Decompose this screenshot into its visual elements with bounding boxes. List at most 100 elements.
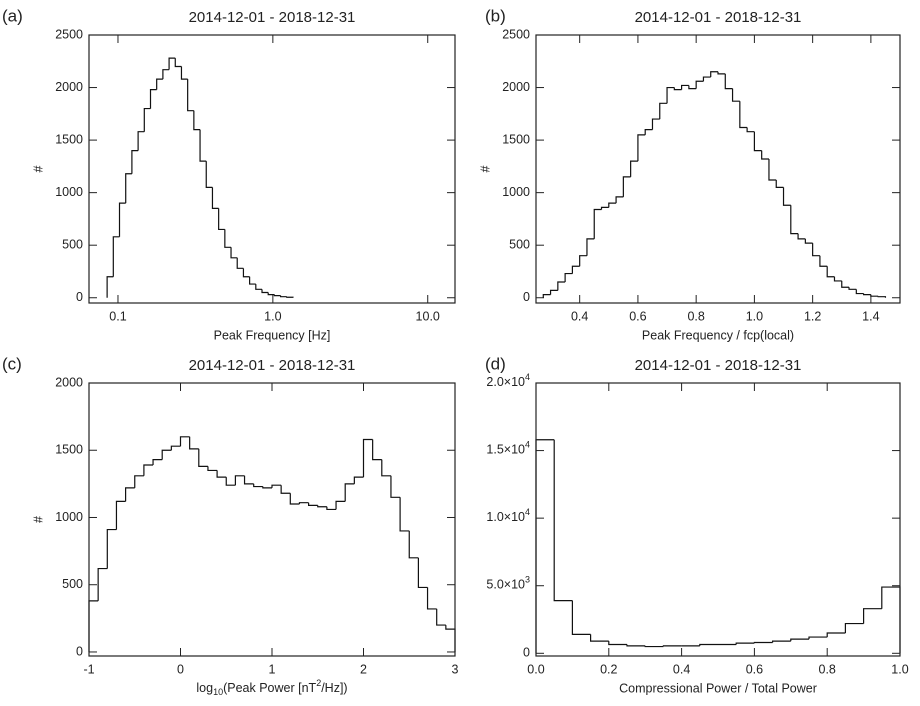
histogram-bin bbox=[180, 66, 188, 80]
histogram-bin bbox=[812, 243, 820, 257]
histogram-bin bbox=[804, 238, 813, 244]
histogram-bin bbox=[390, 475, 401, 498]
histogram-bin bbox=[542, 293, 551, 298]
x-tick-label: 1.0 bbox=[264, 309, 281, 323]
x-axis-label-part: log bbox=[196, 681, 213, 695]
histogram-bin bbox=[557, 281, 566, 291]
x-axis-label: Peak Frequency / fcp(local) bbox=[642, 328, 794, 342]
x-tick-label: 1.4 bbox=[862, 309, 879, 323]
histogram-bin bbox=[249, 276, 256, 285]
histogram-bin bbox=[134, 475, 144, 488]
histogram-bin bbox=[790, 205, 799, 235]
panel-label: (c) bbox=[2, 354, 22, 373]
y-tick-label-part: 3 bbox=[525, 575, 530, 585]
y-axis-label: # bbox=[31, 165, 45, 172]
y-tick-label: 0 bbox=[523, 290, 530, 304]
histogram-bin bbox=[659, 102, 668, 120]
y-tick-label: 0 bbox=[76, 644, 83, 658]
histogram-bin bbox=[317, 505, 327, 508]
chart-title: 2014-12-01 - 2018-12-31 bbox=[635, 357, 802, 374]
y-tick-label: 1500 bbox=[55, 443, 83, 457]
histogram-bin bbox=[688, 85, 697, 90]
histogram-bin bbox=[218, 208, 225, 231]
histogram-bin bbox=[149, 89, 157, 109]
histogram-bin bbox=[97, 567, 108, 601]
x-tick-label: 0.0 bbox=[527, 662, 544, 676]
histogram-bin bbox=[255, 284, 263, 290]
histogram-bin bbox=[735, 642, 755, 645]
histogram-bin bbox=[137, 131, 145, 151]
histogram-bin bbox=[549, 289, 558, 295]
x-tick-label: 3 bbox=[452, 662, 459, 676]
y-tick-label-part: 1.5×10 bbox=[486, 443, 525, 457]
histogram-bin bbox=[216, 470, 227, 478]
histogram-bin bbox=[775, 180, 784, 188]
histogram-bin bbox=[702, 76, 711, 82]
histogram-bin bbox=[131, 150, 139, 174]
histogram-bin bbox=[695, 80, 704, 89]
histogram-bin bbox=[189, 436, 199, 450]
histogram-bin bbox=[224, 229, 232, 248]
histogram-bin bbox=[286, 296, 294, 298]
x-tick-label: 0.4 bbox=[571, 309, 588, 323]
x-axis-label-part: (Peak Power [nT bbox=[223, 681, 316, 695]
histogram-bin bbox=[870, 294, 879, 297]
histogram-bin bbox=[279, 295, 287, 298]
x-tick-label: 0.6 bbox=[629, 309, 646, 323]
histogram-bin bbox=[699, 643, 718, 646]
histogram-bin bbox=[372, 439, 382, 461]
y-axis-label: # bbox=[478, 165, 492, 172]
histogram-bin bbox=[753, 131, 762, 152]
x-tick-label: 1.0 bbox=[746, 309, 763, 323]
y-tick-label-part: 2.0×10 bbox=[486, 375, 525, 389]
histogram-bin bbox=[207, 466, 218, 472]
histogram-bin bbox=[739, 101, 748, 129]
chart-title: 2014-12-01 - 2018-12-31 bbox=[189, 9, 356, 26]
x-tick-label: 0.1 bbox=[109, 309, 126, 323]
y-tick-label: 0 bbox=[523, 646, 530, 660]
histogram-bin bbox=[644, 128, 653, 135]
histogram-bin bbox=[833, 276, 842, 282]
histogram-bin bbox=[808, 636, 828, 640]
histogram-bin bbox=[637, 134, 646, 162]
y-tick-label: 1000 bbox=[55, 510, 83, 524]
histogram-bin bbox=[308, 502, 318, 506]
histogram-bin bbox=[168, 57, 176, 70]
histogram-bin bbox=[746, 127, 755, 133]
plot-frame bbox=[88, 34, 456, 304]
histogram-bin bbox=[579, 255, 587, 267]
plot-frame bbox=[535, 382, 901, 657]
x-tick-label: 0 bbox=[177, 662, 184, 676]
y-tick-label: 1.0×104 bbox=[486, 508, 530, 525]
histogram-bin bbox=[553, 439, 573, 602]
histogram-bin bbox=[335, 500, 346, 510]
y-tick-label: 2500 bbox=[502, 27, 530, 41]
histogram-bin bbox=[280, 485, 291, 494]
x-tick-label: 1.0 bbox=[891, 662, 908, 676]
histogram-bin bbox=[161, 449, 172, 460]
x-tick-label: 0.8 bbox=[687, 309, 704, 323]
chart-title: 2014-12-01 - 2018-12-31 bbox=[635, 9, 802, 26]
histogram-bin bbox=[761, 150, 769, 160]
histogram-bin bbox=[353, 476, 364, 484]
histogram-bin bbox=[651, 118, 660, 130]
y-tick-label: 500 bbox=[62, 577, 83, 591]
histogram-bin bbox=[187, 79, 194, 112]
histogram-bin bbox=[174, 58, 182, 68]
histogram-bin bbox=[608, 641, 627, 646]
y-tick-label: 5.0×103 bbox=[486, 575, 530, 592]
histogram-bin bbox=[731, 88, 740, 102]
histogram-bin bbox=[819, 255, 828, 267]
histogram-bin bbox=[844, 622, 864, 634]
histogram-bin bbox=[626, 644, 646, 647]
histogram-bin bbox=[662, 645, 682, 647]
histogram-bin bbox=[436, 608, 446, 626]
histogram-bin bbox=[242, 268, 250, 278]
histogram-bin bbox=[535, 439, 555, 654]
histogram-bin bbox=[564, 272, 573, 282]
histogram-bin bbox=[753, 641, 773, 644]
x-tick-label: -1 bbox=[83, 662, 94, 676]
x-axis-label-part: 10 bbox=[213, 687, 223, 697]
histogram-bin bbox=[261, 289, 269, 294]
